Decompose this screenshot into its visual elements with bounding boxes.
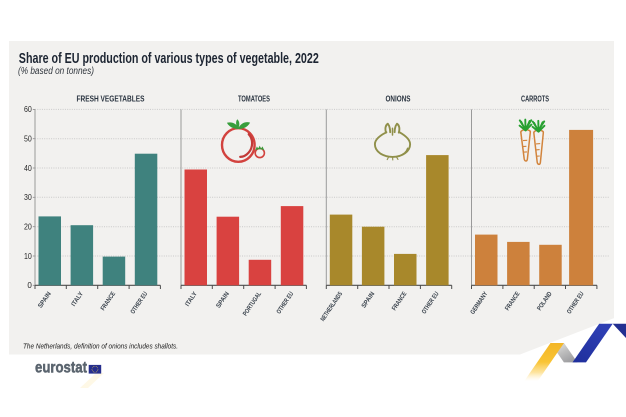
svg-text:10: 10	[24, 252, 32, 261]
svg-text:30: 30	[24, 193, 32, 202]
svg-text:CARROTS: CARROTS	[521, 94, 549, 104]
svg-text:20: 20	[24, 223, 32, 232]
svg-text:40: 40	[24, 164, 32, 173]
svg-text:0: 0	[27, 281, 32, 290]
svg-text:The Netherlands, definition of: The Netherlands, definition of onions in…	[23, 344, 178, 351]
svg-text:(% based on tonnes): (% based on tonnes)	[18, 66, 94, 77]
svg-text:Share of EU production of vari: Share of EU production of various types …	[19, 50, 319, 67]
svg-text:eurostat: eurostat	[35, 360, 87, 377]
svg-text:ONIONS: ONIONS	[386, 94, 411, 104]
svg-text:50: 50	[24, 135, 32, 144]
svg-text:60: 60	[24, 105, 32, 114]
svg-text:FRESH VEGETABLES: FRESH VEGETABLES	[77, 94, 145, 104]
svg-text:TOMATOES: TOMATOES	[238, 94, 270, 104]
